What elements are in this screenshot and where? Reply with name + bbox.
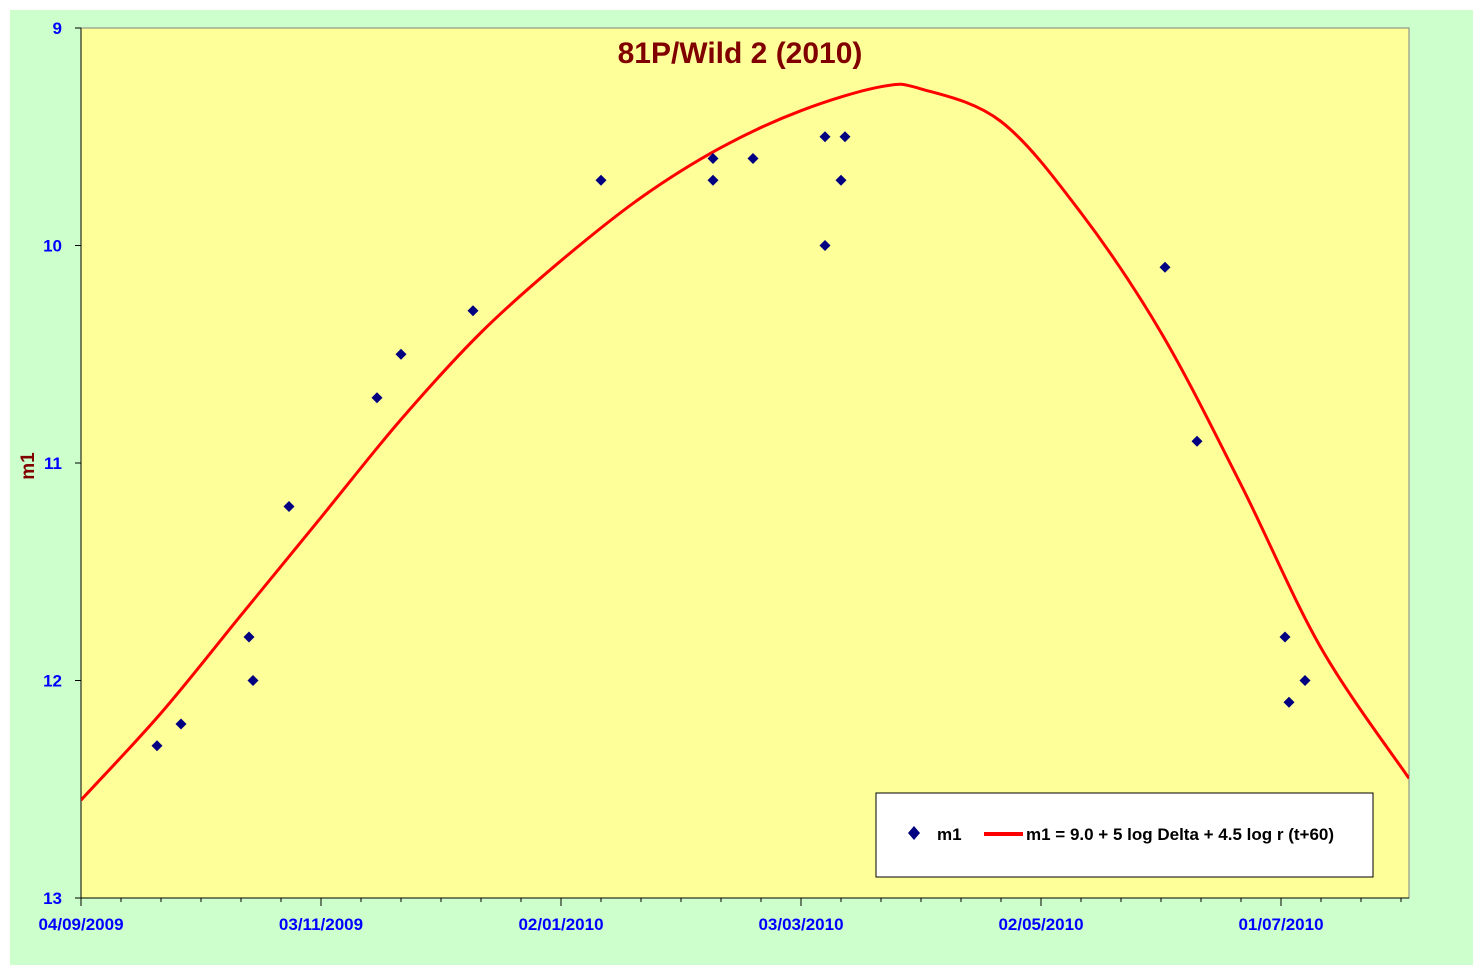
legend-label-m1: m1: [937, 825, 962, 844]
axes: 9 10 11 12 13 04/09/2009 03/11/2009 02/01/2010 0…: [38, 19, 1409, 934]
data-point-m1: [819, 131, 831, 143]
legend-label-model: m1 = 9.0 + 5 log Delta + 4.5 log r (t+60…: [1026, 825, 1334, 844]
data-point-m1: [819, 240, 831, 251]
y-axis-title: m1: [18, 452, 39, 480]
y-tick-label: 13: [43, 889, 62, 908]
data-point-m1: [283, 501, 295, 512]
data-point-m1: [839, 131, 851, 143]
x-tick-label: 02/05/2010: [998, 915, 1083, 934]
y-tick-label: 11: [44, 454, 62, 473]
y-tick-label: 9: [53, 19, 62, 38]
y-tick-label: 10: [43, 237, 62, 256]
data-point-m1: [243, 631, 255, 643]
y-tick-label: 12: [43, 672, 62, 691]
plot-area: [80, 27, 1410, 899]
points-layer: [151, 131, 1311, 752]
data-point-m1: [151, 740, 163, 752]
data-point-m1: [1159, 261, 1171, 273]
x-tick-label: 03/11/2009: [279, 915, 363, 934]
x-tick-label: 04/09/2009: [38, 915, 123, 934]
data-point-m1: [395, 348, 407, 360]
data-point-m1: [707, 174, 719, 186]
data-point-m1: [247, 675, 259, 686]
data-point-m1: [371, 392, 383, 404]
legend-box: [875, 792, 1374, 878]
data-point-m1: [1191, 435, 1203, 447]
x-tick-label: 03/03/2010: [758, 915, 843, 934]
curve-layer: [81, 82, 1409, 802]
data-point-m1: [175, 718, 187, 730]
data-point-m1: [747, 153, 759, 164]
data-point-m1: [835, 174, 847, 186]
data-point-m1: [1283, 696, 1295, 708]
data-point-m1: [1299, 675, 1311, 686]
x-tick-label: 01/07/2010: [1238, 915, 1323, 934]
data-point-m1: [707, 153, 719, 164]
legend-marker-m1: [908, 826, 920, 840]
x-tick-label: 02/01/2010: [518, 915, 603, 934]
chart-title: 81P/Wild 2 (2010): [618, 37, 863, 70]
model-curve: [81, 82, 1409, 802]
legend: m1 m1 = 9.0 + 5 log Delta + 4.5 log r (t…: [875, 792, 1374, 878]
data-point-m1: [595, 174, 607, 186]
data-point-m1: [1279, 631, 1291, 643]
data-point-m1: [467, 305, 479, 317]
